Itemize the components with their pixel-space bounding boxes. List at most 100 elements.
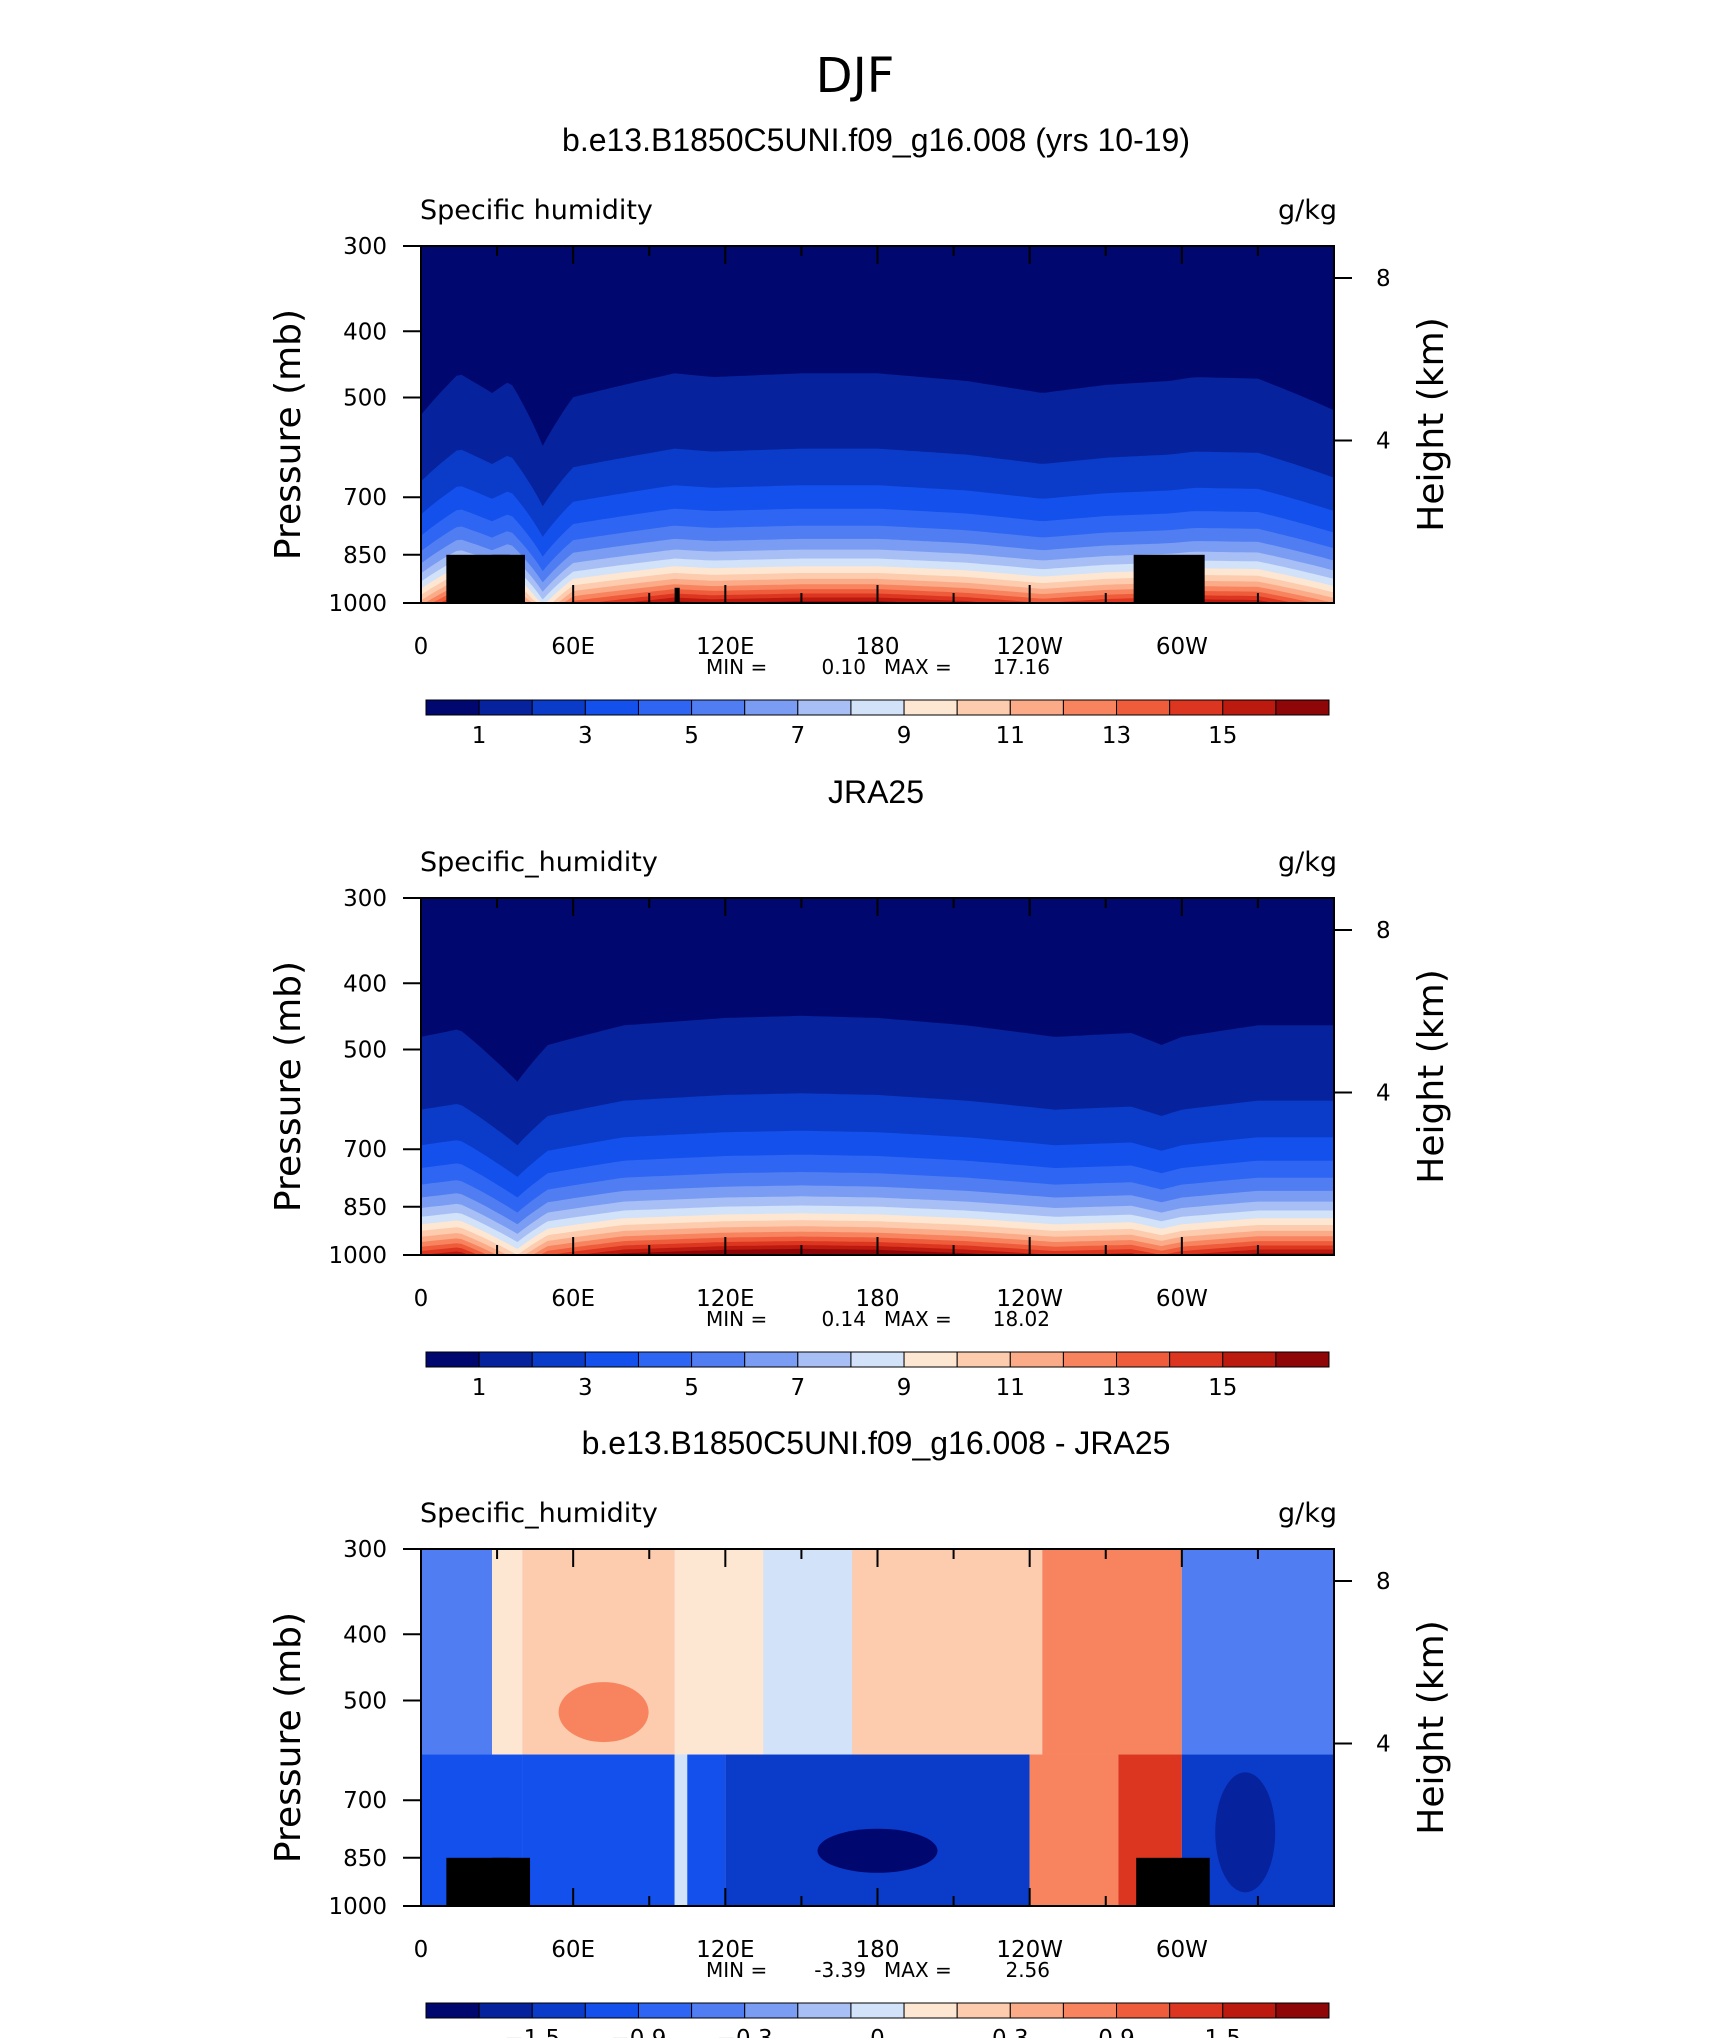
min-value: 0.10 <box>821 655 866 679</box>
y-tick-label: 400 <box>343 1622 387 1648</box>
colorbar-label: 1.5 <box>1204 2026 1241 2038</box>
colorbar-label: −0.9 <box>611 2026 667 2038</box>
contour-level <box>1215 1772 1276 1893</box>
terrain-mask <box>492 1857 510 1906</box>
y-tick-label: 400 <box>343 319 387 345</box>
contour-level <box>1042 1549 1182 1755</box>
colorbar-label: 11 <box>996 723 1025 749</box>
y-tick-label: 500 <box>343 385 387 411</box>
colorbar-swatch <box>903 1351 958 1368</box>
colorbar-swatch <box>797 699 852 716</box>
terrain-mask <box>492 554 510 603</box>
x-tick-label: 180 <box>856 1937 900 1963</box>
y-tick-label: 850 <box>343 1846 387 1872</box>
contour-level <box>492 1549 523 1755</box>
contour-level <box>1181 1549 1334 1755</box>
colorbar-swatch <box>903 699 958 716</box>
x-tick-label: 120E <box>696 1937 754 1963</box>
contour-level <box>674 1549 764 1755</box>
colorbar-swatch <box>1222 2002 1277 2019</box>
x-tick-label: 180 <box>856 634 900 660</box>
max-value: 17.16 <box>993 655 1050 679</box>
colorbar-swatch <box>637 2002 693 2019</box>
colorbar-label: 15 <box>1208 723 1237 749</box>
y-tick-label: 700 <box>343 1788 387 1814</box>
colorbar-label: 9 <box>897 723 912 749</box>
colorbar-label: 9 <box>897 1375 912 1401</box>
colorbar-label: −0.3 <box>717 2026 773 2038</box>
colorbar-swatch <box>797 1351 852 1368</box>
colorbar-label: 1 <box>472 1375 487 1401</box>
y-tick-label: 700 <box>343 485 387 511</box>
x-tick-label: 60E <box>551 1937 595 1963</box>
colorbar-swatch <box>744 2002 799 2019</box>
right-axis-title: Height (km) <box>1411 969 1452 1183</box>
y-tick-label: 850 <box>343 543 387 569</box>
colorbar-label: 1 <box>472 723 487 749</box>
chart-panel-3: b.e13.B1850C5UNI.f09_g16.008 - JRA25 Spec… <box>268 1425 1452 2038</box>
colorbar-label: 0.9 <box>1098 2026 1135 2038</box>
colorbar-label: 3 <box>578 723 593 749</box>
y-axis-title: Pressure (mb) <box>268 309 309 560</box>
y-tick-label: 300 <box>343 886 387 912</box>
colorbar-swatch <box>531 699 586 716</box>
contour-field <box>421 898 1334 1255</box>
colorbar-swatch <box>1116 2002 1171 2019</box>
colorbar-swatch <box>903 2002 958 2019</box>
colorbar-swatch <box>1062 699 1118 716</box>
units-label: g/kg <box>1278 195 1337 226</box>
colorbar-swatch <box>956 2002 1011 2019</box>
x-tick-label: 180 <box>856 1286 900 1312</box>
x-tick-label: 0 <box>414 634 429 660</box>
y-tick-label: 400 <box>343 971 387 997</box>
min-label: MIN = <box>706 655 767 679</box>
x-tick-label: 60E <box>551 634 595 660</box>
colorbar-swatch <box>637 699 693 716</box>
colorbar-swatch <box>850 2002 905 2019</box>
colorbar-swatch <box>1169 699 1224 716</box>
colorbar: 1 3 5 7 9 11 13 15 <box>425 1351 1330 1401</box>
colorbar-swatch <box>637 1351 693 1368</box>
contour-level <box>522 1754 675 1906</box>
min-value: -3.39 <box>814 1958 866 1982</box>
x-tick-label: 120W <box>996 1286 1063 1312</box>
height-tick-label: 8 <box>1376 1569 1391 1595</box>
x-tick-label: 60W <box>1156 1937 1208 1963</box>
colorbar-swatch <box>956 1351 1011 1368</box>
variable-label: Specific_humidity <box>420 1498 658 1529</box>
contour-level <box>763 1549 853 1755</box>
min-label: MIN = <box>706 1307 767 1331</box>
colorbar-swatch <box>1116 1351 1171 1368</box>
x-tick-label: 60W <box>1156 1286 1208 1312</box>
colorbar-swatch <box>956 699 1011 716</box>
right-axis-title: Height (km) <box>1411 1620 1452 1834</box>
colorbar-label: 13 <box>1102 723 1131 749</box>
colorbar-swatch <box>425 1351 480 1368</box>
colorbar-label: 7 <box>791 723 806 749</box>
units-label: g/kg <box>1278 847 1337 878</box>
colorbar-label: 3 <box>578 1375 593 1401</box>
height-tick-label: 8 <box>1376 918 1391 944</box>
x-tick-label: 60W <box>1156 634 1208 660</box>
colorbar: 1 3 5 7 9 11 13 15 <box>425 699 1330 749</box>
colorbar-swatch <box>1169 2002 1224 2019</box>
y-tick-label: 300 <box>343 234 387 260</box>
colorbar-swatch <box>850 699 905 716</box>
x-tick-label: 120E <box>696 1286 754 1312</box>
colorbar-label: 5 <box>684 723 699 749</box>
colorbar-swatch <box>584 699 639 716</box>
colorbar-swatch <box>1275 1351 1330 1368</box>
height-tick-label: 4 <box>1376 429 1391 455</box>
contour-level <box>852 1549 1043 1755</box>
colorbar-swatch <box>744 1351 799 1368</box>
y-axis-title: Pressure (mb) <box>268 961 309 1212</box>
chart-panel-1: b.e13.B1850C5UNI.f09_g16.008 (yrs 10-19)… <box>268 122 1452 749</box>
x-tick-label: 0 <box>414 1937 429 1963</box>
colorbar-label: 7 <box>791 1375 806 1401</box>
panel-title: b.e13.B1850C5UNI.f09_g16.008 - JRA25 <box>582 1425 1171 1461</box>
colorbar-swatch <box>1275 699 1330 716</box>
y-tick-label: 700 <box>343 1137 387 1163</box>
x-tick-label: 120W <box>996 1937 1063 1963</box>
contour-level <box>421 1549 493 1755</box>
max-value: 18.02 <box>993 1307 1050 1331</box>
